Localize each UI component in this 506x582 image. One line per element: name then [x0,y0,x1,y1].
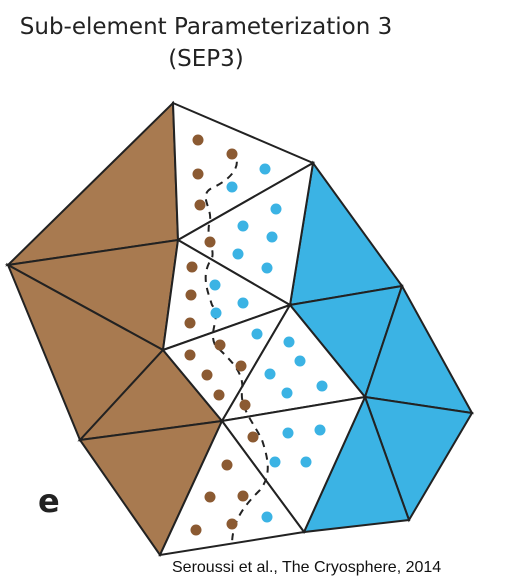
floating-elements [288,160,474,534]
figure-title: Sub-element Parameterization 3 [19,14,393,40]
grounded-integration-points [184,134,259,536]
figure-subtitle: (SEP3) [168,46,244,72]
grounded-dot [239,399,251,411]
floating-dot [210,307,222,319]
grounded-dot [235,360,247,372]
grounded-dot [204,491,216,503]
floating-dot [264,368,276,380]
floating-dot [209,279,221,291]
grounded-dot [192,168,204,180]
grounded-dot [201,369,213,381]
figure-credit: Seroussi et al., The Cryosphere, 2014 [172,559,442,576]
grounded-dot [226,148,238,160]
floating-dot [266,231,278,243]
grounded-dot [185,289,197,301]
grounded-dot [221,459,233,471]
floating-dot [237,297,249,309]
floating-dot [269,456,281,468]
floating-dot [237,220,249,232]
floating-dot [251,328,263,340]
floating-dot [261,262,273,274]
grounded-dot [214,339,226,351]
panel-label: e [38,482,60,520]
floating-dot [259,163,271,175]
floating-dot [316,380,328,392]
grounded-dot [192,134,204,146]
floating-integration-points [209,163,328,523]
grounded-dot [213,389,225,401]
grounded-dot [194,199,206,211]
floating-dot [261,511,273,523]
grounded-elements [4,100,224,558]
floating-dot [281,387,293,399]
grounded-dot [190,524,202,536]
grounded-dot [247,431,259,443]
grounded-dot [226,518,238,530]
floating-dot [300,456,312,468]
grounding-line [204,149,269,546]
grounded-dot [184,317,196,329]
floating-dot [294,355,306,367]
grounded-element [5,100,180,267]
grounded-dot [186,261,198,273]
floating-dot [232,248,244,260]
floating-dot [283,336,295,348]
floating-dot [282,427,294,439]
floating-dot [270,203,282,215]
grounded-dot [237,490,249,502]
floating-dot [314,424,326,436]
floating-dot [226,181,238,193]
grounded-dot [184,349,196,361]
grounded-dot [204,236,216,248]
